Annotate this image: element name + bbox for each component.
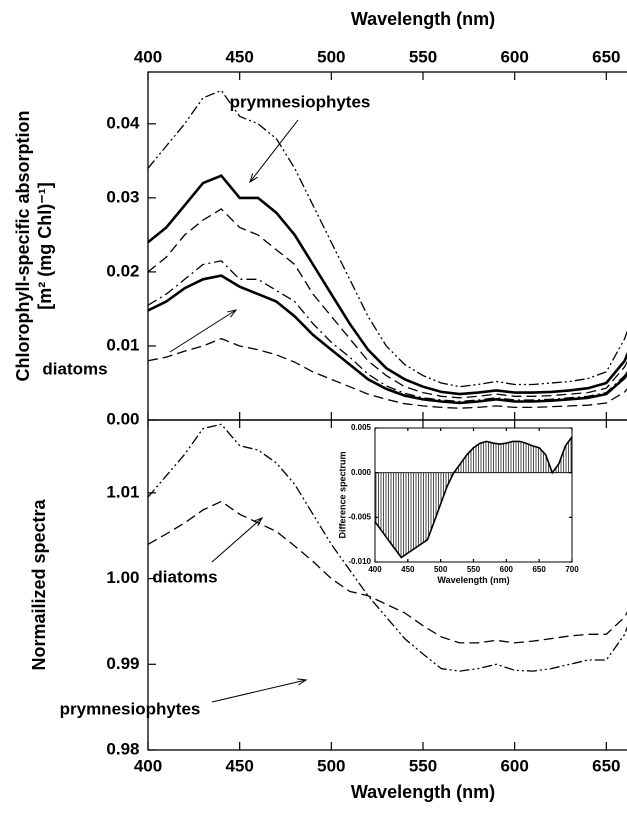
x-tick-label: 550 (409, 756, 437, 775)
x-tick-label: 500 (434, 565, 448, 574)
arrow-head (249, 173, 258, 184)
x-tick-label: 450 (401, 565, 415, 574)
y-tick-label: -0.005 (348, 512, 371, 521)
y-tick-label: 0.98 (106, 739, 139, 758)
arrow-shaft (169, 309, 237, 353)
y-axis-label: Chlorophyll-specific absorption (13, 110, 33, 381)
x-tick-label: 650 (592, 47, 620, 66)
x-tick-label: 400 (134, 756, 162, 775)
y-tick-label: 0.03 (106, 187, 139, 206)
spectrum-line (147, 208, 627, 399)
arrow-head (227, 309, 238, 318)
y-tick-label: -0.010 (348, 557, 371, 566)
annotation: prymnesiophytes (60, 699, 201, 718)
y-tick-label: 0.005 (351, 423, 372, 432)
x-axis-label: Wavelength (nm) (351, 782, 495, 802)
x-tick-label: 500 (317, 47, 345, 66)
spectrum-line (147, 274, 627, 405)
spectrum-line (147, 423, 627, 672)
x-tick-label: 450 (225, 47, 253, 66)
y-tick-label: 0.000 (351, 468, 372, 477)
annotation: diatoms (152, 567, 217, 586)
spectrum-line (147, 500, 627, 644)
x-tick-label: 550 (467, 565, 481, 574)
y-tick-label: 0.99 (106, 654, 139, 673)
annotation: diatoms (42, 359, 107, 378)
x-tick-label: 500 (317, 756, 345, 775)
y-axis-label: Normailized spectra (29, 498, 49, 670)
x-tick-label: 550 (409, 47, 437, 66)
x-tick-label: 600 (500, 565, 514, 574)
arrow-shaft (249, 119, 299, 183)
spectrum-line (374, 436, 573, 559)
y-tick-label: 0.00 (106, 409, 139, 428)
difference-area (375, 436, 572, 558)
y-axis-label: [m² (mg Chl)⁻¹] (35, 182, 55, 309)
y-tick-label: 0.02 (106, 261, 139, 280)
spectrum-line (147, 337, 627, 409)
arrow-shaft (211, 517, 263, 563)
x-tick-label: 400 (368, 565, 382, 574)
x-tick-label: 450 (225, 756, 253, 775)
x-tick-label: 700 (565, 565, 579, 574)
arrow-shaft (211, 679, 307, 703)
arrow-head (297, 678, 308, 686)
x-tick-label: 650 (532, 565, 546, 574)
x-tick-label: 600 (500, 47, 528, 66)
x-axis-label: Wavelength (nm) (351, 9, 495, 29)
y-axis-label: Difference spectrum (337, 451, 347, 538)
arrow-head (253, 517, 264, 527)
x-tick-label: 400 (134, 47, 162, 66)
y-tick-label: 1.00 (106, 568, 139, 587)
annotation: prymnesiophytes (230, 92, 371, 111)
x-axis-label: Wavelength (nm) (437, 575, 509, 585)
spectrum-line (147, 174, 627, 396)
y-tick-label: 0.04 (106, 113, 140, 132)
x-tick-label: 600 (500, 756, 528, 775)
spectrum-line (147, 89, 627, 388)
y-tick-label: 1.01 (106, 482, 139, 501)
y-tick-label: 0.01 (106, 335, 139, 354)
x-tick-label: 650 (592, 756, 620, 775)
